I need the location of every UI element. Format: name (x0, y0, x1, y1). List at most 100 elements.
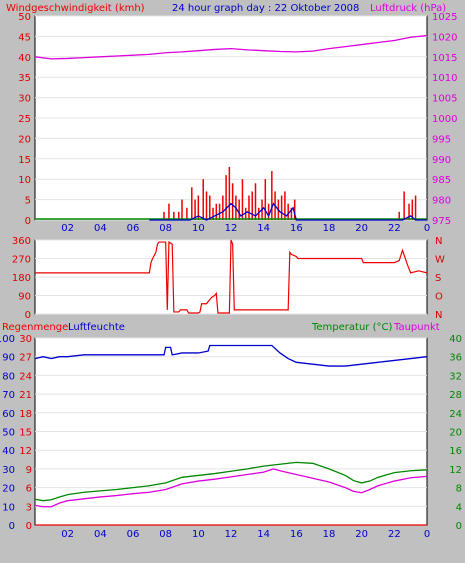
dewpoint-axis-title: Taupunkt (393, 322, 440, 333)
direction-compass-tick: O (435, 292, 443, 303)
wind-gust-bar (398, 211, 400, 220)
wind-gust-bar (163, 211, 165, 220)
humidity-tick: 20 (2, 484, 15, 495)
humidity-tick: 70 (2, 390, 15, 401)
temperature-tick-labels: 0 4 8 12 16 20 24 28 32 36 40 (449, 334, 462, 532)
wind-gust-bar (222, 195, 224, 220)
x-tick: 08 (159, 223, 172, 234)
wind-gust-bar (411, 199, 414, 220)
wind-speed-tick: 35 (18, 73, 31, 84)
rain-tick: 30 (19, 334, 32, 345)
wind-direction-series (35, 239, 428, 314)
humidity-temperature-x-tick-labels: 02 04 06 08 10 12 14 16 18 20 22 0 (61, 529, 430, 540)
x-tick: 20 (355, 529, 368, 540)
x-tick: 06 (127, 529, 140, 540)
wind-speed-tick: 50 (18, 12, 31, 23)
temperature-tick: 8 (456, 484, 462, 495)
humidity-tick-labels: 0 10 20 30 40 50 60 70 80 90 100 (0, 334, 15, 532)
wind-gust-bar (264, 179, 267, 220)
wind-gust-bar (225, 175, 227, 220)
direction-degree-tick: 180 (12, 273, 31, 284)
wind-gust-bar (177, 211, 180, 220)
x-tick: 16 (290, 223, 303, 234)
humidity-tick: 100 (0, 334, 15, 345)
direction-compass-tick: N (435, 310, 442, 321)
wind-gust-bar (238, 199, 240, 220)
wind-pressure-grid (35, 15, 427, 221)
wind-speed-tick: 40 (18, 53, 31, 64)
temperature-tick: 40 (449, 334, 462, 345)
temperature-tick: 0 (456, 521, 462, 532)
temperature-tick: 28 (449, 390, 462, 401)
rain-tick: 0 (26, 521, 32, 532)
humidity-tick: 80 (2, 371, 15, 382)
wind-gust-bar (258, 207, 260, 220)
x-tick: 14 (257, 529, 270, 540)
rain-axis-title: Regenmenge (2, 322, 68, 333)
wind-gust-bar (173, 211, 175, 220)
wind-speed-tick: 20 (18, 134, 31, 145)
wind-gust-bar (241, 179, 244, 220)
x-tick: 18 (323, 223, 336, 234)
wind-average-line (35, 202, 427, 221)
rain-tick: 15 (19, 428, 32, 439)
direction-degree-tick: 0 (25, 310, 31, 321)
direction-compass-tick: S (435, 273, 441, 284)
temperature-tick: 12 (449, 465, 462, 476)
humidity-tick: 40 (2, 446, 15, 457)
rain-tick: 24 (19, 371, 32, 382)
pressure-tick: 980 (432, 196, 451, 207)
wind-gust-bar (205, 191, 208, 220)
pressure-tick: 990 (432, 155, 451, 166)
wind-gust-bar (191, 187, 193, 220)
humidity-temperature-grid (35, 337, 427, 526)
wind-gust-bar (186, 207, 188, 220)
rain-tick: 21 (19, 390, 32, 401)
x-tick: 14 (257, 223, 270, 234)
wind-gust-bar (231, 183, 234, 220)
wind-gust-bar (414, 195, 417, 220)
humidity-axis-title: Luftfeuchte (68, 322, 125, 333)
temperature-tick: 4 (456, 502, 462, 513)
x-tick: 02 (61, 223, 74, 234)
wind-speed-tick: 10 (18, 175, 31, 186)
humidity-series (34, 344, 428, 367)
wind-gust-bar (228, 166, 231, 220)
x-tick: 12 (225, 223, 238, 234)
pressure-tick: 1000 (432, 114, 457, 125)
rain-tick: 6 (26, 484, 32, 495)
wind-gust-bar (403, 191, 405, 220)
x-tick: 12 (225, 529, 238, 540)
wind-gust-bar (218, 203, 221, 220)
wind-speed-tick: 25 (18, 114, 31, 125)
rain-tick: 18 (19, 409, 32, 420)
wind-gust-bar (293, 199, 296, 220)
pressure-tick: 975 (432, 216, 451, 227)
temperature-series (34, 461, 428, 502)
pressure-tick: 1020 (432, 32, 457, 43)
wind-gust-bar (181, 199, 183, 220)
pressure-series (34, 34, 428, 60)
wind-gust-bar (271, 171, 273, 220)
humidity-tick: 50 (2, 428, 15, 439)
direction-compass-tick: W (435, 255, 445, 266)
rain-tick: 12 (19, 446, 32, 457)
direction-degree-tick-labels: 0 90 180 270 360 (12, 236, 31, 321)
wind-gust-bar (168, 203, 170, 220)
x-tick: 20 (355, 223, 368, 234)
x-tick: 0 (424, 223, 430, 234)
humidity-tick: 30 (2, 465, 15, 476)
x-tick: 22 (388, 223, 401, 234)
wind-gust-bar (202, 179, 204, 220)
x-tick: 16 (290, 529, 303, 540)
wind-gust-bar (244, 207, 247, 220)
wind-speed-tick: 45 (18, 32, 31, 43)
wind-gust-bar (215, 203, 218, 220)
wind-speed-tick: 15 (18, 155, 31, 166)
wind-gust-bar (248, 195, 250, 220)
wind-gust-bar (197, 195, 200, 220)
wind-gust-bar (287, 203, 289, 220)
pressure-tick: 1015 (432, 53, 457, 64)
